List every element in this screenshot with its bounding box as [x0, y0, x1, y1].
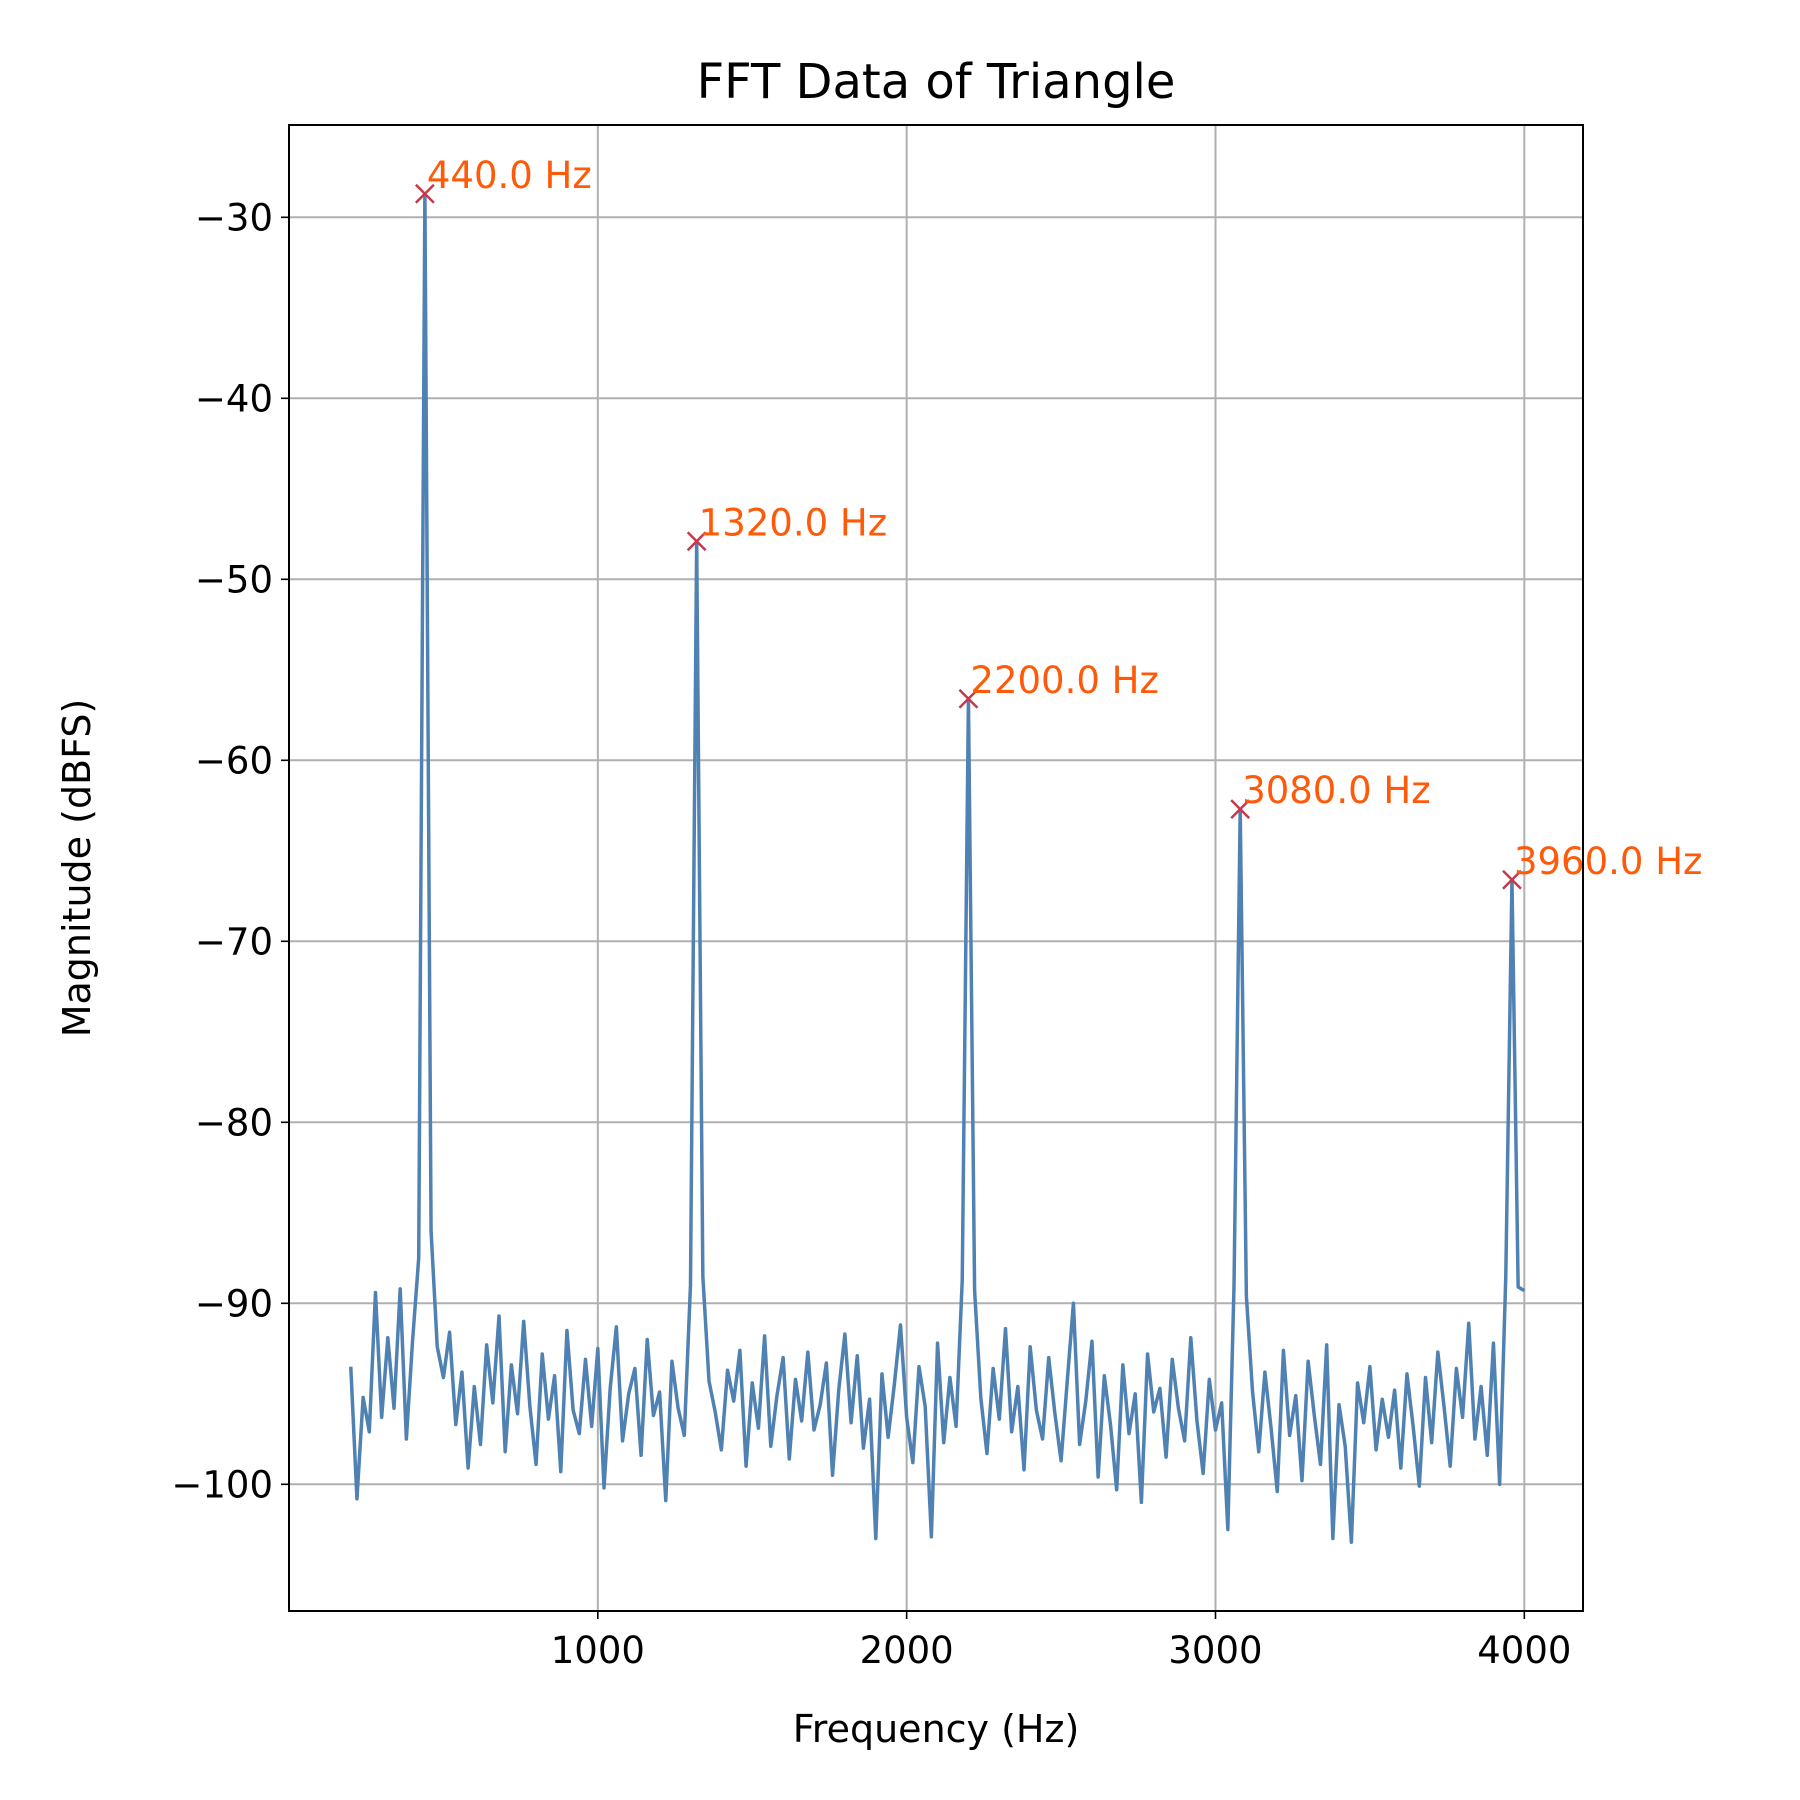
- x-tick-label: 4000: [1477, 1629, 1571, 1672]
- y-tick-label: −70: [195, 920, 273, 963]
- peak-label: 440.0 Hz: [427, 154, 592, 197]
- y-tick-label: −90: [195, 1282, 273, 1325]
- y-tick-label: −80: [195, 1101, 273, 1144]
- y-axis-label: Magnitude (dBFS): [55, 699, 99, 1038]
- x-tick-label: 2000: [860, 1629, 954, 1672]
- peak-label: 3960.0 Hz: [1514, 840, 1702, 883]
- y-tick-label: −60: [195, 739, 273, 782]
- chart-title: FFT Data of Triangle: [697, 54, 1176, 110]
- x-axis-label: Frequency (Hz): [793, 1707, 1080, 1751]
- y-tick-label: −50: [195, 558, 273, 601]
- peak-label: 3080.0 Hz: [1242, 769, 1430, 812]
- peak-label: 2200.0 Hz: [970, 659, 1158, 702]
- peak-marker: [415, 183, 435, 204]
- data-line: [349, 192, 1526, 1544]
- peak-marker: [1502, 869, 1522, 890]
- peak-marker: [686, 531, 707, 552]
- peak-marker: [958, 688, 979, 709]
- x-tick-label: 3000: [1168, 1629, 1262, 1672]
- plot-frame: [288, 124, 1584, 1612]
- y-tick-label: −30: [195, 196, 273, 239]
- peak-label: 1320.0 Hz: [699, 501, 887, 544]
- y-tick-label: −100: [171, 1463, 273, 1506]
- x-tick-label: 1000: [551, 1629, 645, 1672]
- y-tick-label: −40: [195, 377, 273, 420]
- peak-marker: [1230, 799, 1251, 820]
